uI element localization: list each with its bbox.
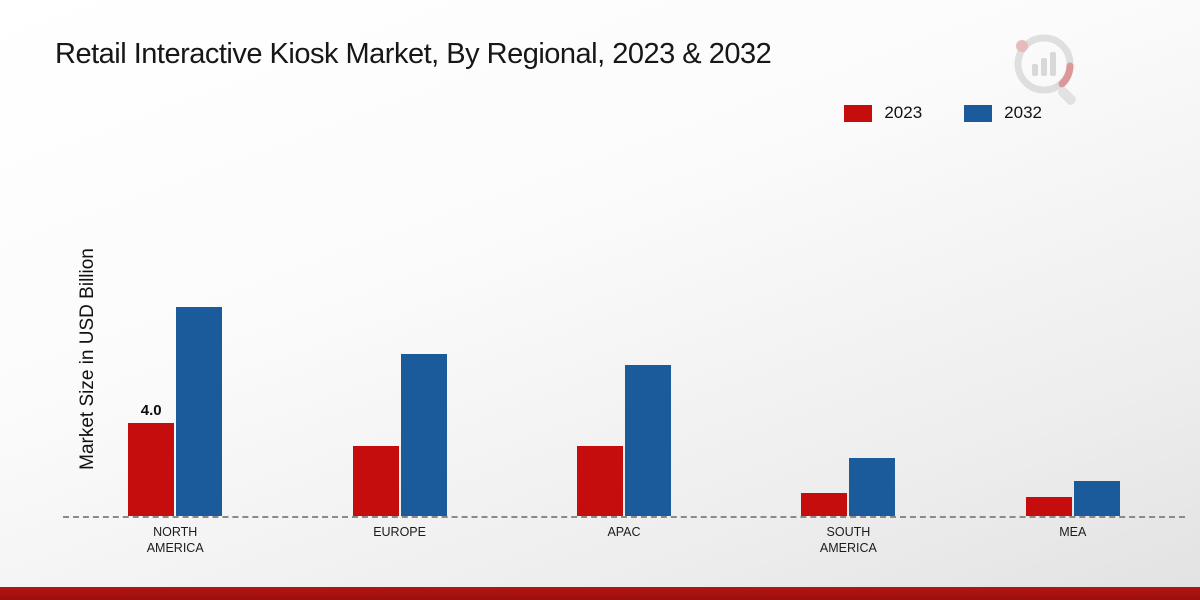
bar-group-north-america: 4.0 <box>128 307 223 516</box>
bar-2023-mea <box>1025 497 1072 516</box>
bar-group-south-america <box>801 458 896 516</box>
x-axis-baseline <box>63 516 1185 518</box>
legend-swatch-2023 <box>844 104 873 122</box>
bar-2032-apac <box>625 365 671 516</box>
legend-item-2023: 2023 <box>844 103 922 123</box>
category-label-south-america: SOUTH AMERICA <box>819 525 877 555</box>
bar-group-mea <box>1025 481 1120 516</box>
bar-2032-mea <box>1073 481 1120 516</box>
category-label-north-america: NORTH AMERICA <box>146 525 204 555</box>
legend-label-2032: 2032 <box>1004 103 1042 122</box>
bar-2023-europe <box>352 446 399 516</box>
magnifier-bar-chart-logo-icon <box>1010 30 1082 115</box>
legend-label-2023: 2023 <box>884 103 923 122</box>
category-label-mea: MEA <box>1059 525 1087 539</box>
legend: 2023 2032 <box>844 103 1042 123</box>
bar-group-europe <box>352 354 447 516</box>
legend-swatch-2032 <box>964 104 993 122</box>
legend-item-2032: 2032 <box>964 103 1042 123</box>
bar-2023-apac <box>577 446 623 516</box>
bottom-accent-strip <box>0 587 1200 600</box>
chart-title: Retail Interactive Kiosk Market, By Regi… <box>55 38 772 70</box>
category-label-apac: APAC <box>607 525 641 539</box>
bar-group-apac <box>577 365 671 516</box>
bar-value-label: 4.0 <box>140 402 162 419</box>
category-label-europe: EUROPE <box>373 525 426 539</box>
bar-2032-europe <box>400 354 447 516</box>
bar-2023-south-america <box>801 493 848 516</box>
bar-2032-north-america <box>176 307 223 516</box>
bar-2023-north-america: 4.0 <box>128 402 175 516</box>
bar-2032-south-america <box>849 458 896 516</box>
